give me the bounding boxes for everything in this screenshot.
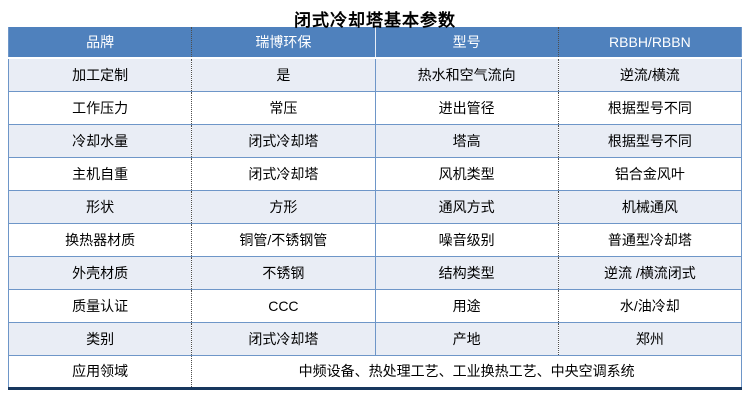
param-label: 质量认证 (8, 288, 193, 322)
param-value: 闭式冷却塔 (191, 321, 376, 355)
param-label: 用途 (375, 288, 559, 322)
param-value: 是 (191, 58, 376, 91)
table-row: 工作压力 常压 进出管径 根据型号不同 (8, 90, 742, 124)
header-cell-model-label: 型号 (375, 27, 559, 59)
table-header-row: 品牌 瑞博环保 型号 RBBH/RBBN (8, 27, 742, 59)
param-value: 根据型号不同 (558, 123, 742, 157)
table-row-application: 应用领域 中频设备、热处理工艺、工业换热工艺、中央空调系统 (8, 354, 742, 388)
param-label: 结构类型 (375, 255, 559, 289)
param-label: 噪音级别 (375, 222, 559, 256)
param-value: 不锈钢 (191, 255, 376, 289)
table-row: 质量认证 CCC 用途 水/油冷却 (8, 288, 742, 322)
param-label: 塔高 (375, 123, 559, 157)
table-row: 外壳材质 不锈钢 结构类型 逆流 /横流闭式 (8, 255, 742, 289)
param-label: 主机自重 (8, 156, 193, 190)
param-label: 产地 (375, 321, 559, 355)
param-value: CCC (191, 288, 376, 322)
table-row: 冷却水量 闭式冷却塔 塔高 根据型号不同 (8, 123, 742, 157)
param-value: 铝合金风叶 (558, 156, 742, 190)
table-row: 主机自重 闭式冷却塔 风机类型 铝合金风叶 (8, 156, 742, 190)
param-label: 形状 (8, 189, 193, 223)
param-value: 郑州 (558, 321, 742, 355)
param-label: 通风方式 (375, 189, 559, 223)
param-value: 机械通风 (558, 189, 742, 223)
param-value: 闭式冷却塔 (191, 123, 376, 157)
param-label: 工作压力 (8, 90, 193, 124)
param-label: 外壳材质 (8, 255, 193, 289)
param-label: 换热器材质 (8, 222, 193, 256)
header-cell-model-value: RBBH/RBBN (558, 27, 742, 59)
param-value: 逆流 /横流闭式 (558, 255, 742, 289)
param-label: 类别 (8, 321, 193, 355)
page-title: 闭式冷却塔基本参数 (294, 11, 456, 30)
param-value: 逆流/横流 (619, 66, 680, 83)
param-label: 进出管径 (375, 90, 559, 124)
param-label: 加工定制 (8, 58, 193, 91)
param-label: 热水和空气流向 (375, 58, 559, 91)
header-cell-brand-label: 品牌 (8, 27, 193, 59)
param-label: 风机类型 (375, 156, 559, 190)
header-cell-brand-value: 瑞博环保 (191, 27, 376, 59)
table-row: 加工定制 是 热水和空气流向 逆流/横流 (8, 58, 742, 91)
param-value: 水/油冷却 (558, 288, 742, 322)
param-label: 应用领域 (8, 354, 193, 388)
param-value-merged: 中频设备、热处理工艺、工业换热工艺、中央空调系统 (191, 354, 742, 388)
param-value: 闭式冷却塔 (191, 156, 376, 190)
table-row: 形状 方形 通风方式 机械通风 (8, 189, 742, 223)
table-row: 换热器材质 铜管/不锈钢管 噪音级别 普通型冷却塔 (8, 222, 742, 256)
param-label: 冷却水量 (8, 123, 193, 157)
param-value: 常压 (191, 90, 376, 124)
table-row: 类别 闭式冷却塔 产地 郑州 (8, 321, 742, 355)
param-value: 铜管/不锈钢管 (191, 222, 376, 256)
param-value: 普通型冷却塔 (558, 222, 742, 256)
param-value: 方形 (191, 189, 376, 223)
spec-table: 品牌 瑞博环保 型号 RBBH/RBBN 加工定制 是 热水和空气流向 逆流/横… (8, 27, 742, 390)
param-value: 根据型号不同 (558, 90, 742, 124)
